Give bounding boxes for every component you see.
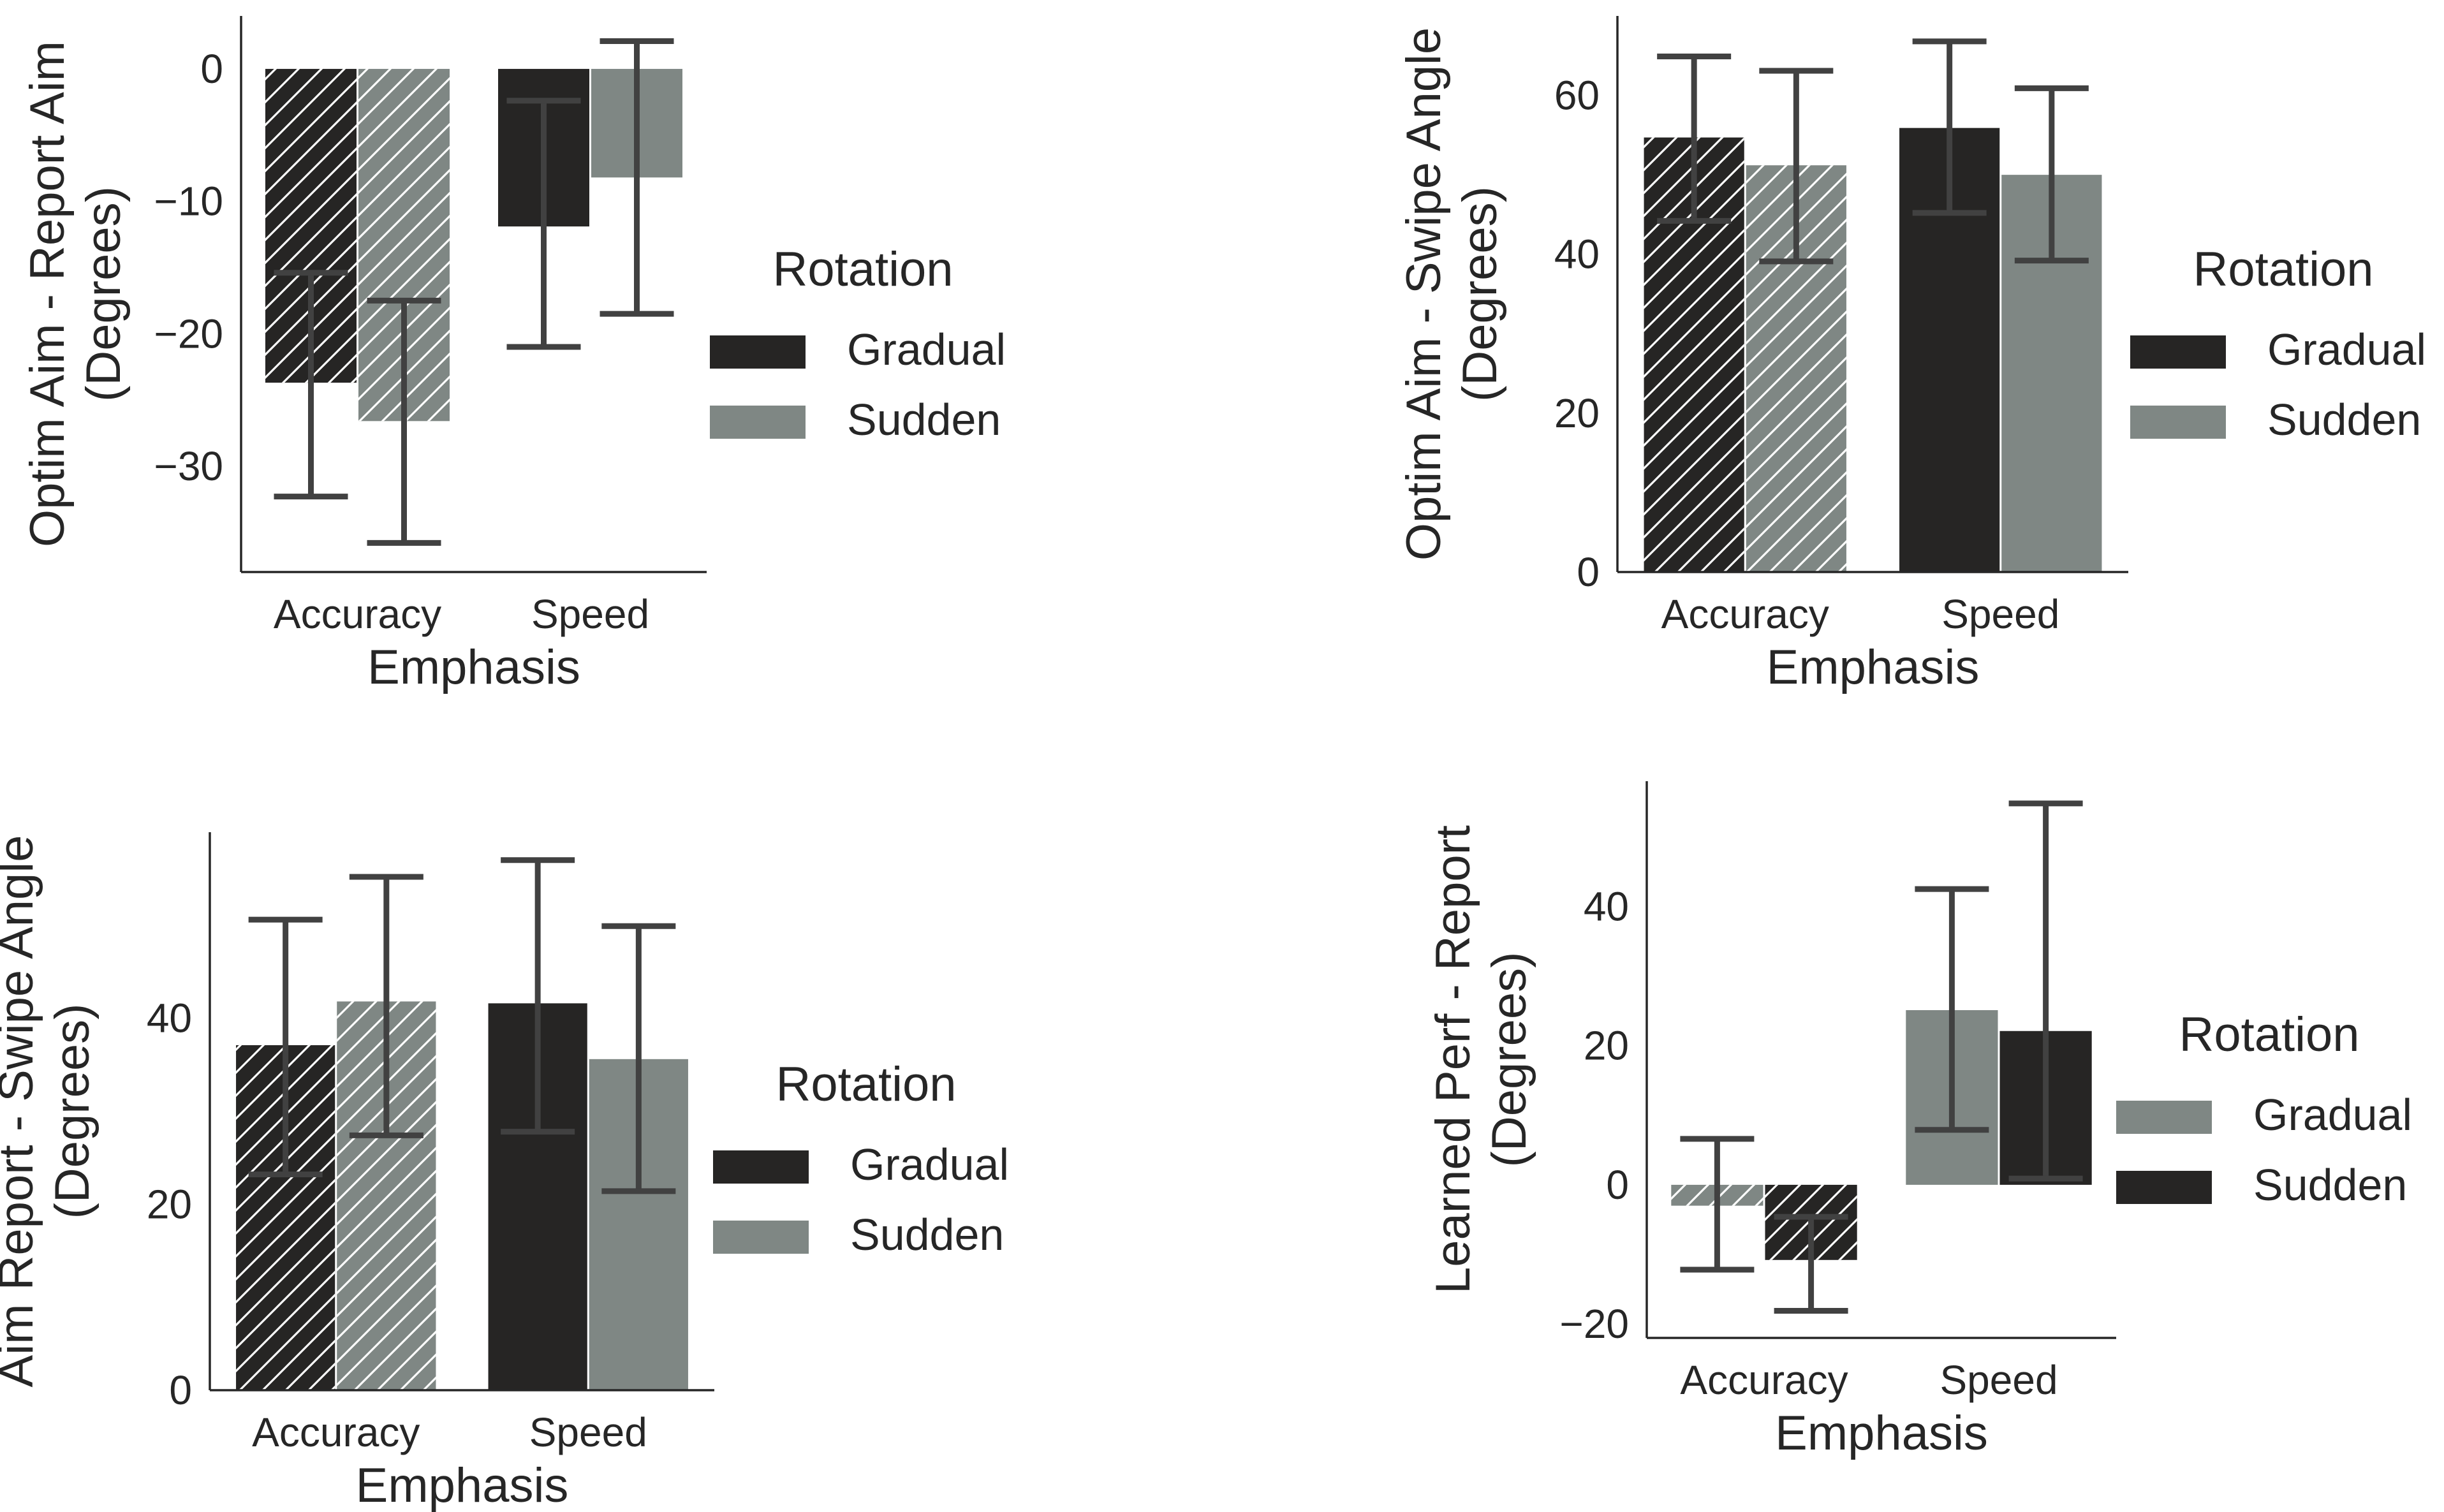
x-axis-title: Emphasis — [1775, 1406, 1988, 1460]
legend-title: Rotation — [2193, 242, 2373, 297]
y-tick-label: −30 — [154, 443, 223, 489]
y-axis-title: Optim Aim - Swipe Angle — [1397, 27, 1451, 561]
x-axis-title: Emphasis — [356, 1458, 569, 1512]
legend: Rotation Gradual Sudden — [713, 1057, 1009, 1259]
y-axis-title: Learned Perf - Report — [1426, 825, 1480, 1294]
x-tick-label: Accuracy — [1661, 591, 1829, 637]
y-axis-title-units: (Degrees) — [1453, 186, 1507, 402]
y-axis-title: Optim Aim - Report Aim — [20, 41, 75, 547]
x-tick-label: Speed — [529, 1409, 647, 1455]
legend-swatch-gradual — [713, 1150, 809, 1184]
legend-label-gradual: Gradual — [2267, 325, 2426, 374]
y-tick-label: 20 — [1554, 390, 1600, 436]
legend-title: Rotation — [776, 1057, 956, 1112]
legend-label-gradual: Gradual — [847, 325, 1006, 374]
y-tick-label: 0 — [169, 1367, 192, 1413]
y-tick-label: 40 — [1554, 231, 1600, 277]
legend-swatch-gradual — [2130, 335, 2226, 369]
y-tick-label: 20 — [147, 1181, 192, 1227]
legend: Rotation Gradual Sudden — [2130, 242, 2426, 444]
legend: Rotation Gradual Sudden — [710, 242, 1006, 444]
legend-swatch-sudden — [2116, 1171, 2212, 1204]
y-tick-label: 60 — [1554, 73, 1600, 119]
y-axis-title-units: (Degrees) — [1482, 952, 1536, 1168]
legend-swatch-gradual — [710, 335, 806, 369]
y-axis-title: Aim Report - Swipe Angle — [0, 835, 43, 1388]
y-axis-title-units: (Degrees) — [45, 1004, 99, 1219]
legend: Rotation Gradual Sudden — [2116, 1008, 2412, 1210]
y-tick-label: 0 — [1606, 1162, 1629, 1208]
legend-label-sudden: Sudden — [847, 395, 1001, 444]
legend-title: Rotation — [2179, 1008, 2359, 1062]
x-tick-label: Accuracy — [252, 1409, 420, 1455]
y-tick-label: 0 — [1577, 549, 1600, 595]
x-tick-label: Speed — [1941, 591, 2059, 637]
legend-label-sudden: Sudden — [850, 1210, 1004, 1259]
legend-label-sudden: Sudden — [2253, 1160, 2407, 1210]
x-axis-title: Emphasis — [1767, 640, 1980, 694]
x-tick-label: Accuracy — [274, 591, 441, 637]
legend-swatch-sudden — [2130, 406, 2226, 439]
x-axis-title: Emphasis — [367, 640, 580, 694]
y-axis-title-units: (Degrees) — [77, 186, 131, 402]
legend-swatch-sudden — [710, 406, 806, 439]
y-tick-label: 40 — [1584, 883, 1629, 929]
legend-swatch-sudden — [713, 1221, 809, 1254]
legend-title: Rotation — [772, 242, 953, 297]
legend-label-gradual: Gradual — [850, 1140, 1009, 1189]
x-tick-label: Speed — [1940, 1357, 2058, 1403]
y-tick-label: 40 — [147, 995, 192, 1041]
x-tick-label: Speed — [531, 591, 649, 637]
x-tick-label: Accuracy — [1680, 1357, 1848, 1403]
y-tick-label: 20 — [1584, 1023, 1629, 1069]
legend-label-gradual: Gradual — [2253, 1090, 2412, 1140]
legend-label-sudden: Sudden — [2267, 395, 2421, 444]
y-tick-label: −20 — [154, 311, 223, 356]
y-tick-label: −20 — [1559, 1301, 1629, 1347]
y-tick-label: −10 — [154, 179, 223, 224]
y-tick-label: 0 — [200, 46, 223, 92]
legend-swatch-gradual — [2116, 1101, 2212, 1134]
